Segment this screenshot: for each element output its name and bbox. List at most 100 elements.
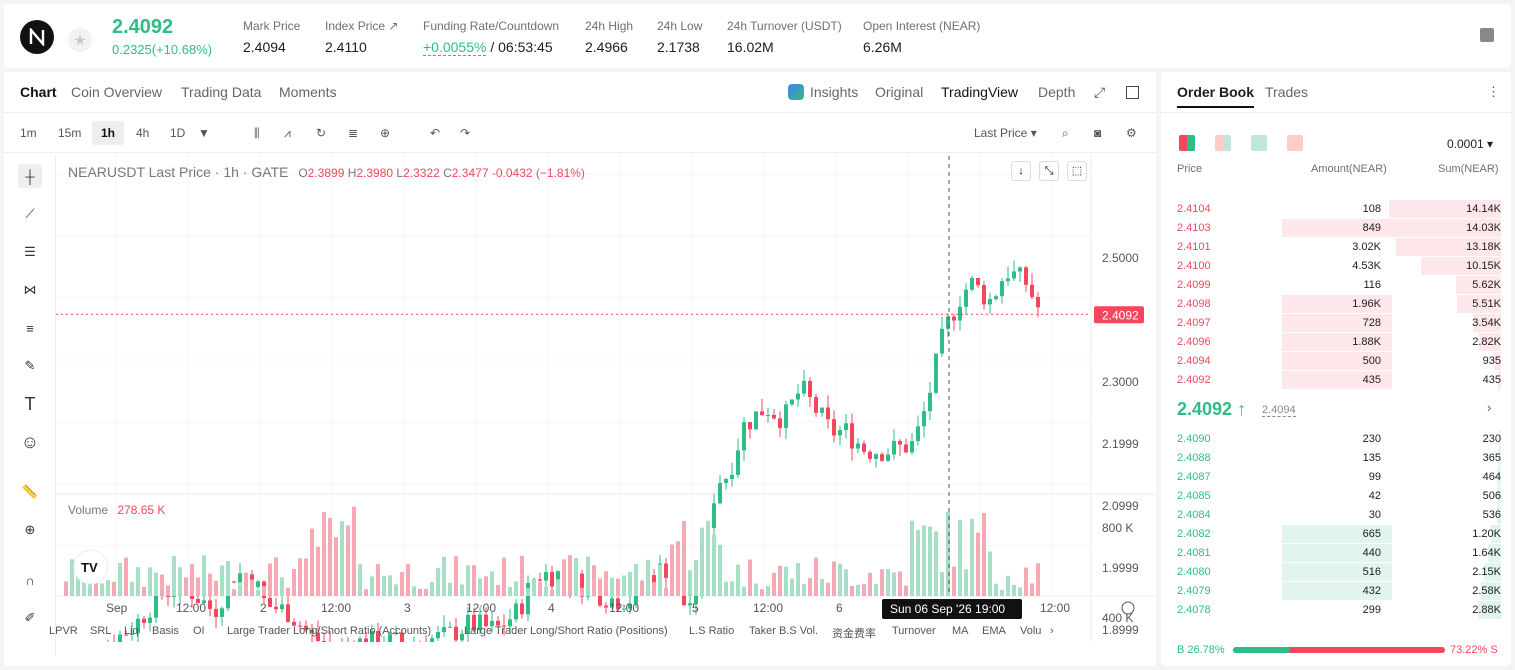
bid-row[interactable]: 2.4082 665 1.20K <box>1161 525 1511 544</box>
interval-15m[interactable]: 15m <box>58 126 82 140</box>
window-icon[interactable] <box>1126 86 1139 99</box>
header-price: Price <box>1177 163 1203 175</box>
row-amount: 42 <box>1368 490 1381 502</box>
ask-row[interactable]: 2.4101 3.02K 13.18K <box>1161 238 1511 257</box>
candlestick-chart[interactable]: 2.50002.30002.19992.09991.99991.89991.79… <box>56 156 1156 642</box>
candle-body <box>724 479 728 483</box>
candle-body <box>1012 271 1016 279</box>
bid-row[interactable]: 2.4087 99 464 <box>1161 468 1511 487</box>
ask-row[interactable]: 2.4098 1.96K 5.51K <box>1161 295 1511 314</box>
horizontal-lines-icon[interactable]: ☰ <box>24 244 36 259</box>
favorite-star-icon[interactable]: ★ <box>68 28 92 52</box>
template-icon[interactable]: ≣ <box>348 126 359 140</box>
emoji-icon[interactable]: ☺ <box>20 431 40 452</box>
indicator-tab[interactable]: L.S Ratio <box>689 625 735 637</box>
ask-row[interactable]: 2.4100 4.53K 10.15K <box>1161 257 1511 276</box>
indicator-tab[interactable]: 资金费率 <box>832 628 876 640</box>
indicators-icon[interactable]: ⩘ <box>284 126 291 140</box>
tab-trades[interactable]: Trades <box>1265 84 1309 100</box>
tab-chart[interactable]: Chart <box>20 84 57 100</box>
tab-order-book[interactable]: Order Book <box>1177 84 1255 108</box>
notes-icon[interactable] <box>1480 28 1494 42</box>
tab-depth[interactable]: Depth <box>1038 84 1076 100</box>
text-tool-icon[interactable]: T <box>24 393 36 414</box>
precision-select[interactable]: 0.0001 ▾ <box>1447 137 1494 151</box>
add-alert-icon[interactable]: ⊕ <box>380 126 391 140</box>
candle-body <box>598 588 602 606</box>
bid-row[interactable]: 2.4085 42 506 <box>1161 487 1511 506</box>
interval-4h[interactable]: 4h <box>136 126 150 140</box>
indicator-tab[interactable]: Taker B.S Vol. <box>749 625 819 637</box>
lock-pencil-icon[interactable]: ✐ <box>24 610 36 625</box>
layout-bids-icon[interactable] <box>1251 135 1267 151</box>
ask-row[interactable]: 2.4094 500 935 <box>1161 352 1511 371</box>
interval-1h[interactable]: 1h <box>92 121 125 145</box>
ask-row[interactable]: 2.4104 108 14.14K <box>1161 200 1511 219</box>
trend-line-icon[interactable]: ⟋ <box>25 206 35 221</box>
layout-both-icon[interactable] <box>1179 135 1195 151</box>
candle-body <box>712 503 716 528</box>
chevron-right-icon[interactable]: › <box>1050 625 1054 637</box>
camera-icon[interactable]: ◙ <box>1094 126 1102 140</box>
tab-trading-data[interactable]: Trading Data <box>181 84 262 100</box>
interval-dropdown-icon[interactable]: ▼ <box>198 126 210 140</box>
search-icon[interactable]: ⌕ <box>1062 126 1069 140</box>
candle-type-icon[interactable]: ⫼ <box>254 126 260 140</box>
row-sum: 536 <box>1482 509 1501 521</box>
interval-1d[interactable]: 1D <box>170 126 186 140</box>
tab-moments[interactable]: Moments <box>279 84 337 100</box>
bid-row[interactable]: 2.4081 440 1.64K <box>1161 544 1511 563</box>
fullscreen-icon[interactable]: ⬚ <box>1067 161 1087 181</box>
tab-insights[interactable]: Insights <box>810 84 859 100</box>
undo-icon[interactable]: ↶ <box>430 126 441 140</box>
scroll-down-icon[interactable]: ↓ <box>1011 161 1031 181</box>
ask-row[interactable]: 2.4097 728 3.54K <box>1161 314 1511 333</box>
interval-1m[interactable]: 1m <box>20 126 37 140</box>
expand-icon[interactable]: ⤢ <box>1094 84 1106 100</box>
more-options-icon[interactable]: ⋮ <box>1487 84 1500 99</box>
fib-icon[interactable]: ≡ <box>26 320 34 336</box>
indicator-tab[interactable]: OI <box>193 625 205 637</box>
indicator-tab[interactable]: Turnover <box>892 625 936 637</box>
magnet-icon[interactable]: ∩ <box>25 572 35 588</box>
high-24h: 24h High 2.4966 <box>585 19 634 55</box>
tab-original[interactable]: Original <box>875 84 924 100</box>
zoom-icon[interactable]: ⊕ <box>24 522 36 537</box>
indicator-tab[interactable]: MA <box>952 625 969 637</box>
pattern-icon[interactable]: ⋈ <box>23 282 37 297</box>
bid-row[interactable]: 2.4079 432 2.58K <box>1161 582 1511 601</box>
settings-gear-icon[interactable]: ⚙ <box>1126 126 1137 140</box>
volume-bar <box>154 572 158 596</box>
redo-icon[interactable]: ↷ <box>460 126 471 140</box>
refresh-icon[interactable]: ↻ <box>316 126 327 140</box>
bid-row[interactable]: 2.4080 516 2.15K <box>1161 563 1511 582</box>
bid-row[interactable]: 2.4078 299 2.88K <box>1161 601 1511 620</box>
bid-row[interactable]: 2.4090 230 230 <box>1161 430 1511 449</box>
indicator-tab[interactable]: SRL <box>90 625 112 637</box>
index-price[interactable]: Index Price ↗ 2.4110 <box>325 19 399 55</box>
collapse-icon[interactable]: ⤡ <box>1039 161 1059 181</box>
indicator-tab[interactable]: EMA <box>982 625 1006 637</box>
indicator-tab[interactable]: Large Trader Long/Short Ratio (Positions… <box>464 625 668 637</box>
price-type-select[interactable]: Last Price ▾ <box>974 126 1037 140</box>
tab-coin-overview[interactable]: Coin Overview <box>71 84 163 100</box>
chevron-right-icon[interactable]: › <box>1487 400 1492 415</box>
bid-row[interactable]: 2.4084 30 536 <box>1161 506 1511 525</box>
brush-icon[interactable]: ✎ <box>24 358 36 373</box>
indicator-tab[interactable]: Basis <box>152 625 179 637</box>
ask-row[interactable]: 2.4099 116 5.62K <box>1161 276 1511 295</box>
layout-split-icon[interactable] <box>1215 135 1231 151</box>
indicator-tab[interactable]: Large Trader Long/Short Ratio (Accounts) <box>227 625 432 637</box>
ask-row[interactable]: 2.4103 849 14.03K <box>1161 219 1511 238</box>
indicator-tab[interactable]: LPVR <box>49 625 78 637</box>
ask-row[interactable]: 2.4096 1.88K 2.82K <box>1161 333 1511 352</box>
tab-tradingview[interactable]: TradingView <box>941 84 1019 100</box>
indicator-tab[interactable]: Volu <box>1020 625 1042 637</box>
bid-row[interactable]: 2.4088 135 365 <box>1161 449 1511 468</box>
layout-asks-icon[interactable] <box>1287 135 1303 151</box>
ruler-icon[interactable]: 📏 <box>21 484 39 499</box>
crosshair-icon[interactable]: ┼ <box>18 164 42 188</box>
volume-bar <box>1024 567 1028 596</box>
indicator-tab[interactable]: Liq <box>124 625 139 637</box>
ask-row[interactable]: 2.4092 435 435 <box>1161 371 1511 390</box>
